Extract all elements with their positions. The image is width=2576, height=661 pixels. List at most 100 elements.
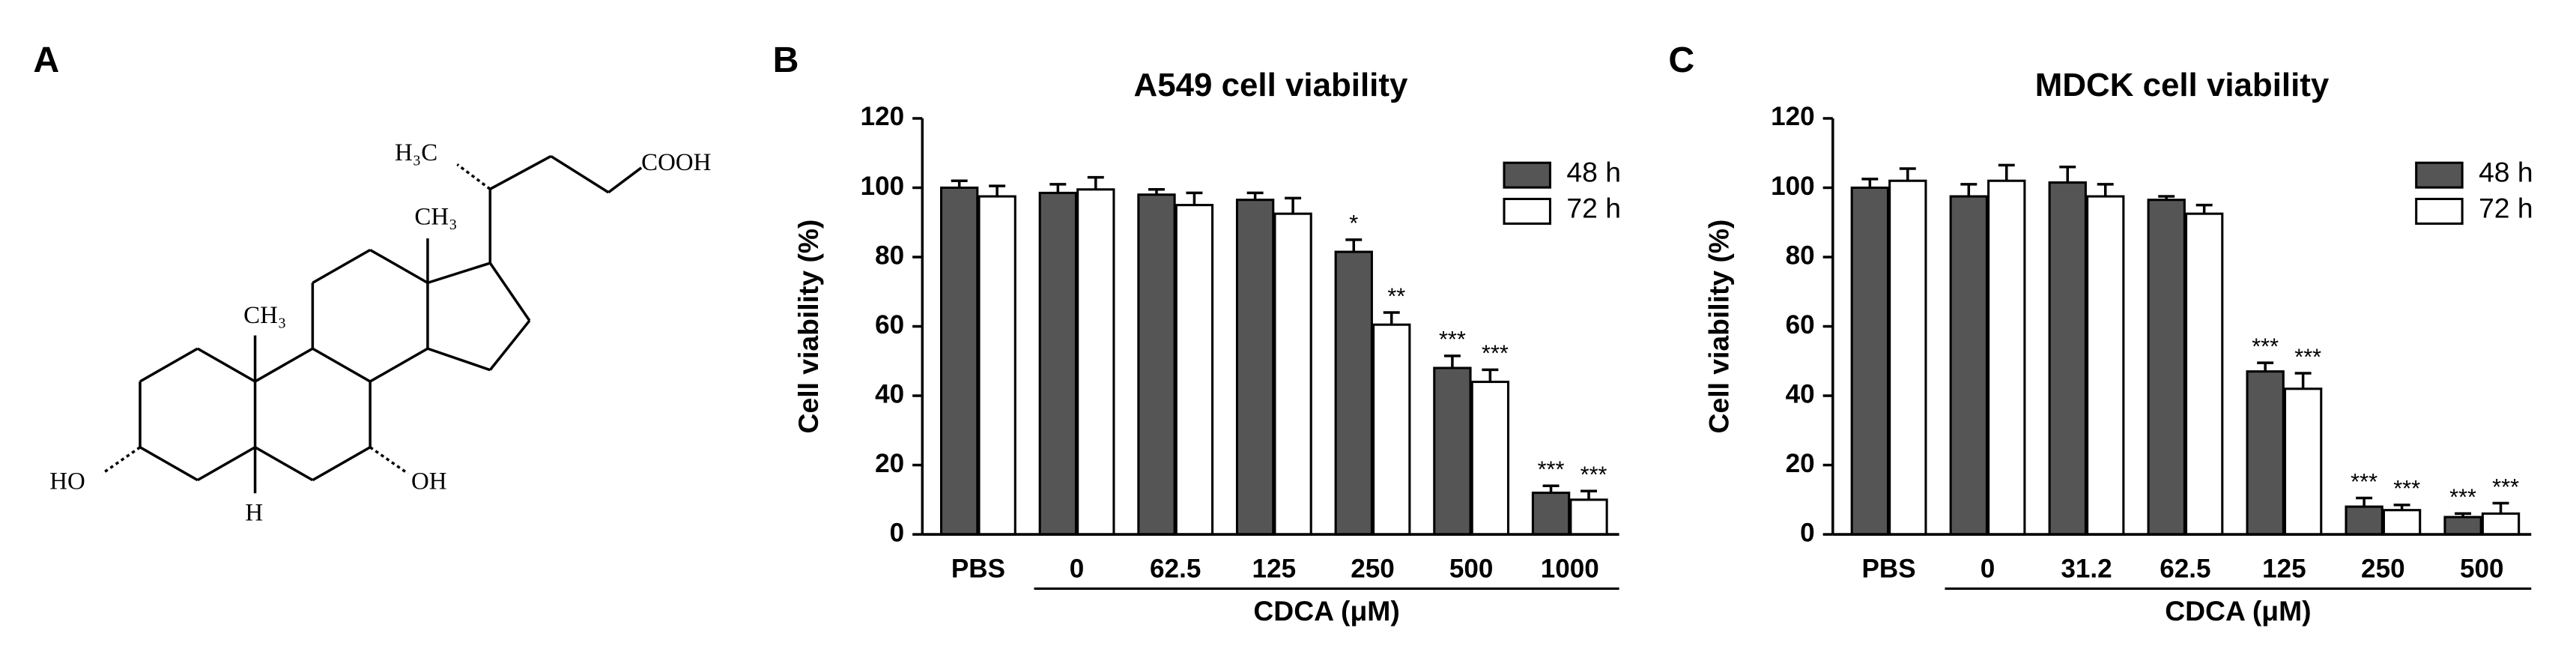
error-bar [2356,496,2373,507]
bar [1888,179,1927,536]
error-bar [2393,503,2410,510]
x-tick-label: 125 [1252,555,1297,584]
bar [940,186,979,536]
error-bar [1186,191,1203,205]
x-axis-label: CDCA (μM) [2165,595,2311,627]
bar [1273,212,1312,536]
legend-swatch [2415,161,2464,189]
significance-label: *** [1538,456,1565,483]
error-bar [1345,238,1363,253]
bar [2185,212,2224,536]
y-tick-label: 60 [1786,310,1815,339]
x-tick-label: 500 [2460,555,2504,584]
bar [1372,323,1411,536]
bar [1987,179,2026,536]
bar [2283,387,2323,536]
y-tick-label: 100 [861,172,905,201]
panel-label: A [33,40,59,80]
x-tick-label: 62.5 [2160,555,2210,584]
bar [2246,370,2285,536]
y-tick-label: 40 [875,379,904,408]
legend-label: 72 h [1566,193,1621,224]
error-bar [1482,368,1499,382]
legend-label: 48 h [1566,156,1621,187]
error-bar [951,179,968,188]
bar [1569,498,1608,536]
y-tick-label: 60 [875,310,904,339]
y-tick-label: 20 [1786,449,1815,478]
bar [2147,199,2186,536]
error-bar [2158,195,2175,200]
bar [2443,516,2482,536]
error-bar [1998,163,2015,181]
x-tick-label: 250 [2361,555,2405,584]
bar [1137,193,1176,536]
chart-title: MDCK cell viability [2035,67,2330,103]
significance-label: *** [1439,326,1466,352]
chart-title: A549 cell viability [1134,67,1408,103]
significance-label: *** [1482,340,1509,366]
error-bar [2097,183,2114,197]
error-bar [1285,196,1302,214]
chem-label: H₃C [395,139,437,166]
y-tick-label: 80 [875,241,904,270]
x-tick-label: 31.2 [2061,555,2112,584]
legend-swatch [1503,197,1551,225]
bar [1175,204,1214,536]
error-bar [1581,489,1597,500]
x-tick-label: 0 [1070,555,1085,584]
significance-label: *** [1581,462,1607,488]
error-bar [989,184,1006,197]
y-axis-label: Cell viability (%) [1703,220,1734,434]
error-bar [1542,484,1560,493]
bar [1470,380,1510,536]
error-bar [2492,501,2509,514]
y-tick-label: 0 [1800,518,1815,547]
y-tick-label: 120 [861,102,905,131]
legend-label: 48 h [2479,156,2533,187]
bar [2086,195,2125,536]
y-tick-label: 100 [1771,172,1815,201]
error-bar [1148,188,1165,195]
y-tick-label: 120 [1771,102,1815,131]
error-bar [1443,354,1461,369]
error-bar [2294,372,2312,389]
error-bar [1087,175,1104,190]
error-bar [2195,203,2213,214]
chem-label: OH [411,468,447,495]
error-bar [1899,167,1916,181]
bar [1531,492,1571,536]
legend-swatch [1503,161,1551,189]
chem-label: HO [49,468,85,495]
x-tick-label: 62.5 [1150,555,1201,584]
chem-label: COOH [641,149,711,176]
chemical-structure [101,154,643,494]
significance-label: * [1349,210,1358,236]
error-bar [1049,183,1067,193]
error-bar [2257,361,2274,372]
significance-label: *** [2294,343,2321,369]
x-tick-label: PBS [951,555,1005,584]
legend-label: 72 h [2479,193,2533,224]
bar [1850,186,1890,536]
x-tick-label: 1000 [1541,555,1599,584]
x-tick-label: PBS [1861,555,1915,584]
error-bar [1861,178,1879,188]
significance-label: *** [2351,468,2378,495]
y-tick-label: 0 [890,518,905,547]
x-tick-label: 0 [1981,555,1995,584]
bar [1433,366,1472,536]
y-tick-label: 40 [1786,379,1815,408]
significance-label: *** [2492,474,2519,500]
legend-swatch [2415,197,2464,225]
error-bar [1960,183,1978,197]
y-tick-label: 80 [1786,241,1815,270]
bar [2345,505,2383,536]
significance-label: *** [2449,484,2476,510]
bar [1038,191,1078,536]
significance-label: *** [2252,333,2279,359]
bar [1076,188,1115,536]
error-bar [2455,512,2472,517]
significance-label: ** [1387,283,1405,309]
